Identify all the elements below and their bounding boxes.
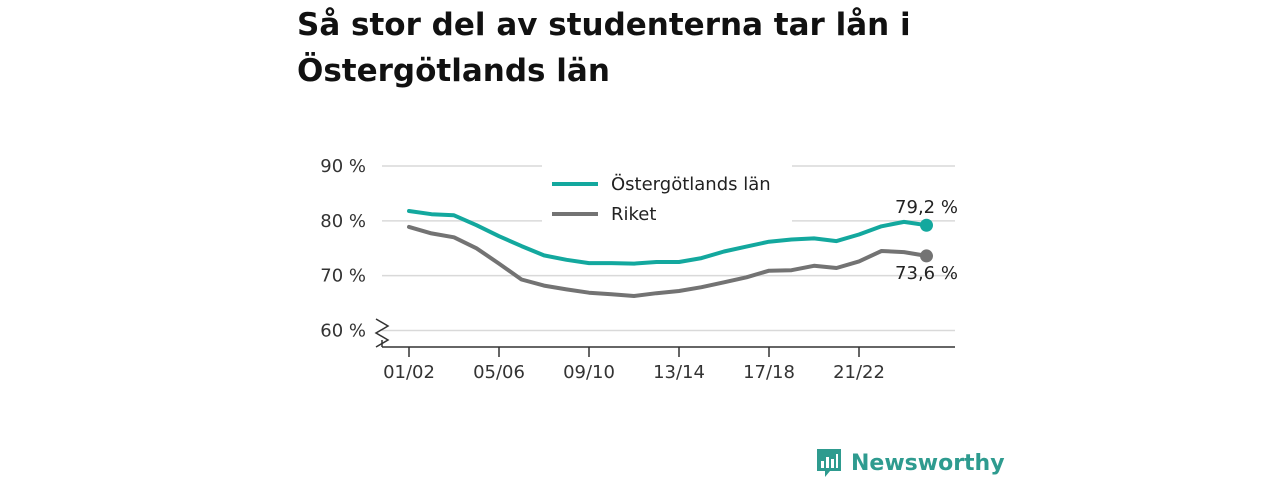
y-tick-label: 60 % xyxy=(320,321,366,342)
x-axis-tick-labels: 01/02 05/06 09/10 13/14 17/18 21/22 xyxy=(383,362,885,383)
end-label: 79,2 % xyxy=(895,197,958,218)
axis-break-icon xyxy=(374,318,390,348)
newsworthy-logo-icon xyxy=(817,449,841,477)
y-tick-label: 80 % xyxy=(320,211,366,232)
end-labels: 79,2 % 73,6 % xyxy=(895,197,958,284)
series-line xyxy=(407,209,929,266)
end-label: 73,6 % xyxy=(895,263,958,284)
series-line xyxy=(407,224,929,298)
legend-label: Östergötlands län xyxy=(611,173,771,195)
x-axis xyxy=(374,318,955,357)
y-axis-tick-labels: 60 % 70 % 80 % 90 % xyxy=(320,156,366,342)
x-tick-label: 13/14 xyxy=(653,362,705,383)
y-tick-label: 70 % xyxy=(320,266,366,287)
x-tick-label: 01/02 xyxy=(383,362,435,383)
legend: Östergötlands län Riket xyxy=(542,160,792,230)
x-tick-label: 09/10 xyxy=(563,362,615,383)
x-tick-label: 17/18 xyxy=(743,362,795,383)
brand-logo: Newsworthy xyxy=(815,447,1005,479)
legend-label: Riket xyxy=(611,204,656,225)
brand-name: Newsworthy xyxy=(851,450,1005,476)
chart-title: Så stor del av studenterna tar lån i Öst… xyxy=(297,7,911,89)
x-tick-label: 21/22 xyxy=(833,362,885,383)
end-point-marker xyxy=(920,218,933,232)
x-tick-label: 05/06 xyxy=(473,362,525,383)
legend-background xyxy=(542,160,792,230)
y-tick-label: 90 % xyxy=(320,156,366,177)
series-lines xyxy=(407,209,933,298)
end-point-marker xyxy=(920,249,933,263)
